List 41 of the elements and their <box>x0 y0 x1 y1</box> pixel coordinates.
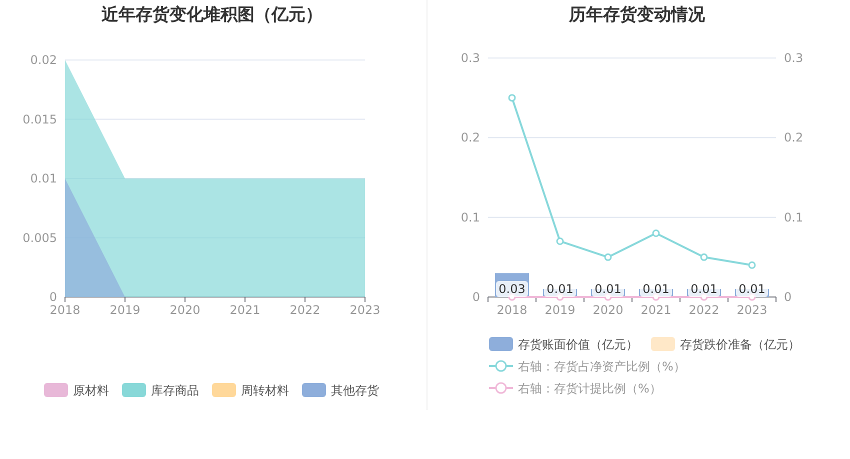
data-label: 0.01 <box>594 282 622 296</box>
chart-title: 近年存货变化堆积图（亿元） <box>100 5 322 25</box>
x-tick-label: 2018 <box>50 303 80 317</box>
y2-tick-label: 0 <box>784 290 792 304</box>
legend-label: 存货跌价准备（亿元） <box>680 338 800 352</box>
x-tick-label: 2019 <box>110 303 140 317</box>
data-label: 0.01 <box>642 282 670 296</box>
legend-label: 存货账面价值（亿元） <box>518 338 638 352</box>
y-tick-label: 0 <box>472 290 480 304</box>
x-tick-label: 2018 <box>496 303 528 317</box>
y-tick-label: 0.01 <box>30 172 57 186</box>
x-tick-label: 2021 <box>640 303 672 317</box>
x-tick-label: 2022 <box>688 303 720 317</box>
x-tick-label: 2020 <box>592 303 624 317</box>
x-tick-label: 2022 <box>290 303 320 317</box>
chart-title: 历年存货变动情况 <box>568 5 706 25</box>
x-tick-label: 2023 <box>736 303 768 317</box>
y-tick-label: 0.015 <box>22 112 57 126</box>
x-tick-label: 2021 <box>230 303 260 317</box>
y-tick-label: 0.02 <box>30 53 57 67</box>
legend-label: 右轴：存货计提比例（%） <box>518 382 662 396</box>
legend-label: 其他存货 <box>331 384 379 398</box>
legend-label: 库存商品 <box>151 384 199 398</box>
y2-tick-label: 0.1 <box>784 210 804 224</box>
y-tick-label: 0.1 <box>460 210 480 224</box>
x-tick-label: 2019 <box>544 303 576 317</box>
data-label: 0.01 <box>690 282 718 296</box>
y-tick-label: 0.2 <box>460 130 480 145</box>
y-tick-label: 0.3 <box>460 51 480 65</box>
y2-tick-label: 0.2 <box>784 130 804 145</box>
data-label: 0.03 <box>498 282 526 296</box>
x-tick-label: 2023 <box>350 303 380 317</box>
y2-tick-label: 0.3 <box>784 51 804 65</box>
legend-label: 周转材料 <box>241 384 289 398</box>
data-label: 0.01 <box>546 282 574 296</box>
legend-label: 右轴：存货占净资产比例（%） <box>518 360 686 374</box>
data-label: 0.01 <box>738 282 766 296</box>
y-tick-label: 0.005 <box>22 230 57 245</box>
x-tick-label: 2020 <box>170 303 200 317</box>
y-tick-label: 0 <box>49 290 57 304</box>
legend-label: 原材料 <box>73 384 109 398</box>
